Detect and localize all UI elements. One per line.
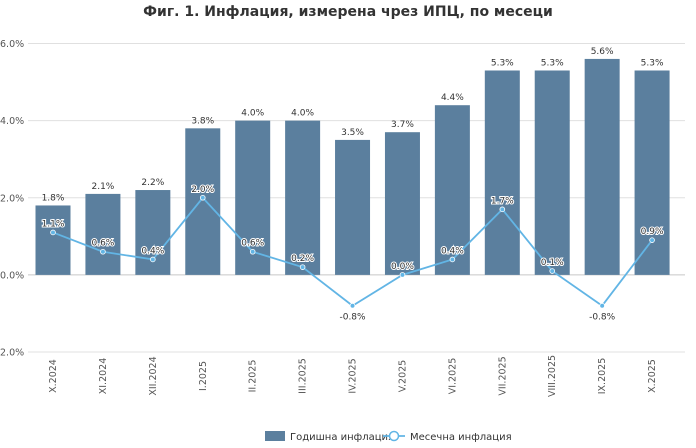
line-point bbox=[449, 256, 456, 263]
bar-data-label: 5.3% bbox=[641, 58, 664, 68]
line-point bbox=[299, 264, 306, 270]
bar bbox=[584, 58, 620, 275]
bar-data-label: 3.8% bbox=[191, 116, 214, 126]
x-tick-label: XII.2024 bbox=[148, 356, 159, 395]
line-data-label: 0.1% bbox=[541, 258, 564, 268]
bar-data-label: 3.7% bbox=[391, 120, 414, 130]
bar-data-label: 5.3% bbox=[491, 58, 514, 68]
bar bbox=[634, 70, 670, 275]
legend-line-label: Месечна инфлация bbox=[410, 432, 512, 443]
x-tick-label: X.2024 bbox=[48, 359, 59, 393]
bar-data-label: 2.2% bbox=[141, 178, 164, 188]
chart-title: Фиг. 1. Инфлация, измерена чрез ИПЦ, по … bbox=[143, 4, 553, 20]
line-point bbox=[499, 206, 506, 213]
line-data-label: 0.9% bbox=[641, 227, 664, 237]
line-data-label: 1.1% bbox=[42, 219, 65, 229]
bar-data-label: 1.8% bbox=[42, 193, 65, 203]
line-point bbox=[50, 229, 56, 236]
line-point bbox=[199, 194, 206, 201]
bar-data-label: 3.5% bbox=[341, 128, 364, 138]
x-tick-label: VII.2025 bbox=[497, 356, 508, 395]
y-tick-label: 4.0% bbox=[0, 116, 24, 127]
x-tick-label: II.2025 bbox=[248, 360, 259, 393]
bar bbox=[185, 128, 221, 275]
x-tick-label: III.2025 bbox=[298, 358, 309, 394]
line-data-label: 0.4% bbox=[441, 246, 464, 256]
y-tick-label: 2.0% bbox=[0, 348, 24, 359]
x-tick-label: VIII.2025 bbox=[547, 355, 558, 397]
bar bbox=[35, 205, 71, 275]
line-data-label: 0.6% bbox=[241, 239, 264, 249]
legend-bar-swatch bbox=[265, 431, 285, 441]
line-point bbox=[399, 272, 406, 278]
bar bbox=[285, 120, 321, 275]
line-point bbox=[249, 248, 256, 255]
line-data-label: 0.6% bbox=[91, 239, 114, 249]
y-tick-label: 6.0% bbox=[0, 39, 24, 50]
line-point bbox=[649, 237, 655, 243]
legend-bar-label: Годишна инфлация bbox=[290, 432, 394, 443]
x-tick-label: IV.2025 bbox=[348, 358, 359, 393]
line-data-label: 2.0% bbox=[191, 185, 214, 195]
line-point bbox=[549, 268, 556, 274]
x-tick-label: VI.2025 bbox=[447, 358, 458, 395]
bar-data-label: 4.0% bbox=[291, 109, 314, 119]
bar-data-label: 2.1% bbox=[91, 182, 114, 192]
x-tick-label: IX.2025 bbox=[597, 358, 608, 395]
line-point bbox=[349, 302, 356, 309]
line-data-label: -0.8% bbox=[589, 313, 616, 323]
bar-data-label: 5.6% bbox=[591, 47, 614, 57]
x-tick-label: XI.2024 bbox=[98, 358, 109, 395]
line-point bbox=[100, 248, 106, 255]
bar-data-label: 4.0% bbox=[241, 109, 264, 119]
line-data-label: 1.7% bbox=[491, 196, 514, 206]
bar-data-label: 4.4% bbox=[441, 93, 464, 103]
line-point bbox=[599, 302, 605, 309]
line-data-label: 0.2% bbox=[291, 254, 314, 264]
legend-line-marker bbox=[388, 430, 400, 442]
line-data-label: 0.4% bbox=[141, 246, 164, 256]
line-point bbox=[150, 256, 156, 263]
bar bbox=[335, 139, 371, 275]
bar bbox=[85, 193, 121, 275]
x-tick-label: V.2025 bbox=[397, 360, 408, 392]
bar bbox=[484, 70, 520, 275]
bar bbox=[384, 132, 420, 275]
bar-data-label: 5.3% bbox=[541, 58, 564, 68]
y-tick-label: 0.0% bbox=[0, 270, 24, 281]
x-tick-label: X.2025 bbox=[647, 359, 658, 393]
line-data-label: -0.8% bbox=[339, 313, 366, 323]
line-data-label: 0.0% bbox=[391, 262, 414, 272]
x-tick-label: I.2025 bbox=[198, 361, 209, 391]
bar bbox=[534, 70, 570, 275]
y-tick-label: 2.0% bbox=[0, 193, 24, 204]
